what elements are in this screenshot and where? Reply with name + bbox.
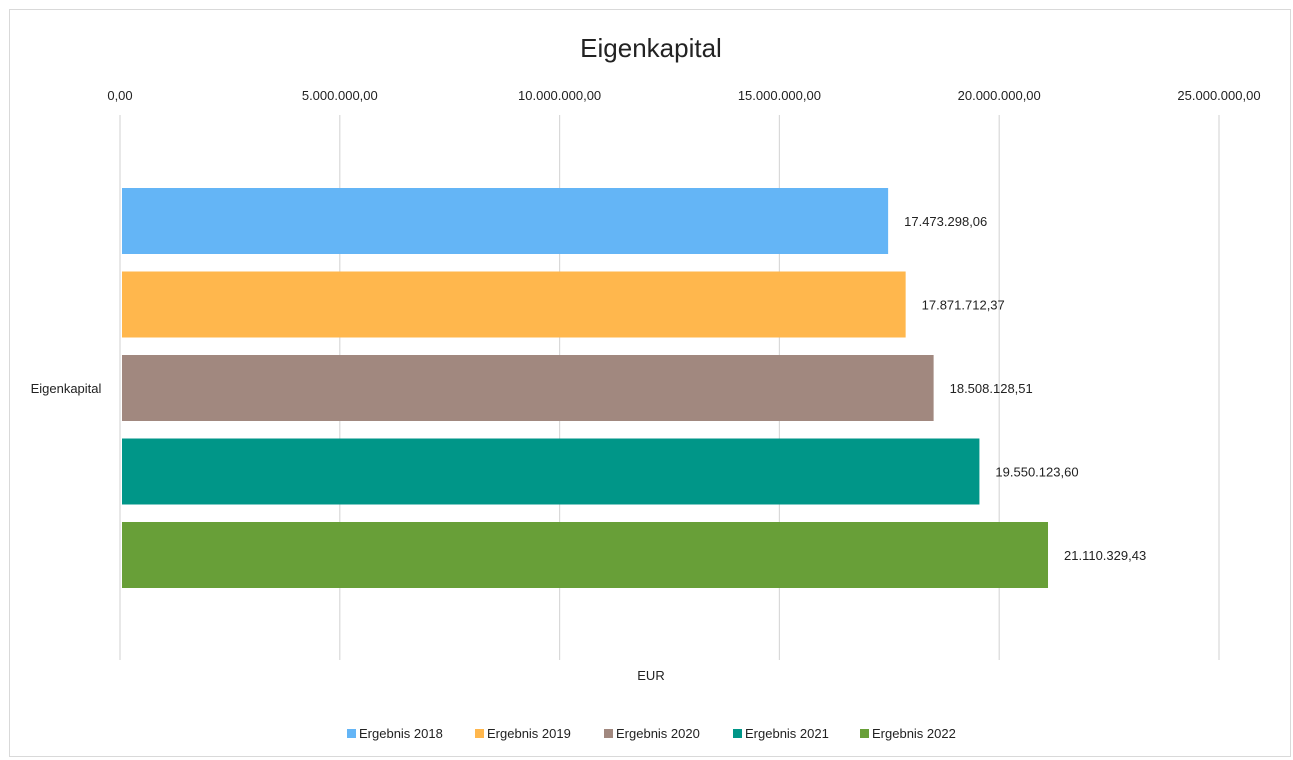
x-tick-label: 25.000.000,00 (1177, 88, 1260, 103)
bar (122, 188, 889, 254)
data-label: 19.550.123,60 (995, 465, 1078, 480)
legend-swatch (604, 729, 613, 738)
legend-label: Ergebnis 2019 (487, 726, 571, 741)
legend-swatch (733, 729, 742, 738)
category-label: Eigenkapital (31, 381, 102, 396)
chart-title: Eigenkapital (580, 33, 722, 63)
legend-label: Ergebnis 2022 (872, 726, 956, 741)
legend-item: Ergebnis 2020 (604, 726, 700, 741)
legend-swatch (860, 729, 869, 738)
legend-item: Ergebnis 2019 (475, 726, 571, 741)
bar (122, 271, 906, 338)
bars (122, 188, 1049, 588)
legend-item: Ergebnis 2021 (733, 726, 829, 741)
x-axis-title: EUR (637, 668, 664, 683)
data-labels: 17.473.298,06 17.871.712,37 18.508.128,51 1… (904, 214, 1146, 563)
x-tick-label: 10.000.000,00 (518, 88, 601, 103)
legend-label: Ergebnis 2021 (745, 726, 829, 741)
data-label: 17.871.712,37 (922, 298, 1005, 313)
x-tick-label: 20.000.000,00 (958, 88, 1041, 103)
x-tick-label: 5.000.000,00 (302, 88, 378, 103)
data-label: 21.110.329,43 (1064, 548, 1146, 563)
legend-swatch (347, 729, 356, 738)
x-tick-label: 15.000.000,00 (738, 88, 821, 103)
legend-label: Ergebnis 2020 (616, 726, 700, 741)
legend-swatch (475, 729, 484, 738)
bar (122, 355, 934, 421)
x-axis-ticks: 0,00 5.000.000,00 10.000.000,00 15.000.000,… (107, 88, 1260, 103)
data-label: 17.473.298,06 (904, 214, 987, 229)
legend-label: Ergebnis 2018 (359, 726, 443, 741)
x-tick-label: 0,00 (107, 88, 132, 103)
legend-item: Ergebnis 2022 (860, 726, 956, 741)
bar (122, 522, 1049, 588)
legend: Ergebnis 2018 Ergebnis 2019 Ergebnis 2020 E… (347, 726, 956, 741)
legend-item: Ergebnis 2018 (347, 726, 443, 741)
data-label: 18.508.128,51 (950, 381, 1033, 396)
bar (122, 438, 980, 505)
